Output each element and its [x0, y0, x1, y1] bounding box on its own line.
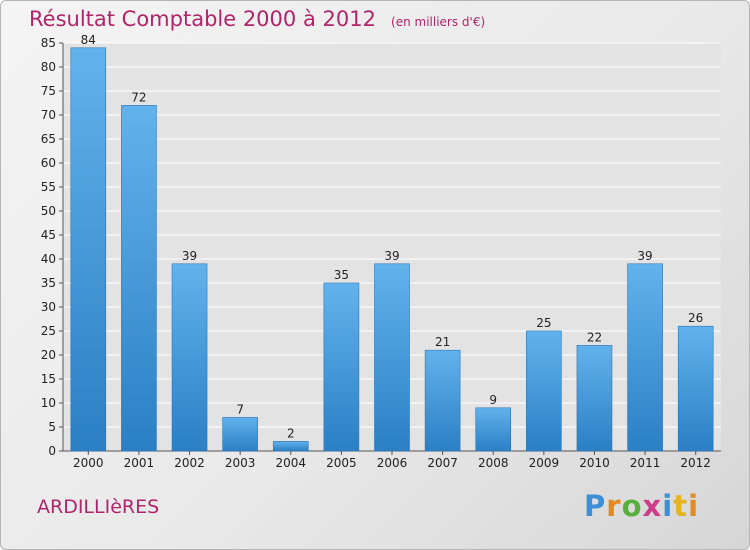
commune-name: ARDILLIèRES — [37, 496, 160, 518]
y-tick-label: 15 — [41, 372, 56, 386]
x-tick-label: 2012 — [680, 456, 711, 470]
logo-letter: o — [621, 489, 643, 523]
bar-value-label: 39 — [637, 249, 652, 263]
bar-2012 — [677, 325, 714, 452]
x-tick-label: 2007 — [427, 456, 458, 470]
logo-letter: x — [642, 489, 663, 523]
x-tick-label: 2002 — [174, 456, 205, 470]
logo-letter: P — [584, 489, 607, 523]
bar-value-label: 72 — [131, 90, 146, 104]
y-tick-label: 10 — [41, 396, 56, 410]
y-tick-label: 20 — [41, 348, 56, 362]
y-tick-label: 65 — [41, 132, 56, 146]
y-tick-label: 5 — [48, 420, 56, 434]
x-tick-label: 2006 — [377, 456, 408, 470]
bar-2011 — [627, 263, 663, 452]
y-tick-label: 0 — [48, 444, 56, 458]
logo-letter: i — [688, 489, 700, 523]
chart-title-text: Résultat Comptable 2000 à 2012 — [29, 7, 376, 31]
y-tick-label: 35 — [41, 276, 56, 290]
bar-2010 — [576, 345, 613, 452]
bar-value-label: 7 — [236, 402, 244, 416]
y-tick-label: 25 — [41, 324, 56, 338]
y-tick-label: 75 — [41, 84, 56, 98]
y-tick-label: 85 — [41, 36, 56, 50]
bar-2001 — [121, 105, 157, 452]
bar-value-label: 84 — [81, 33, 96, 47]
bar-2007 — [424, 349, 461, 452]
y-tick-label: 80 — [41, 60, 56, 74]
bar-2004 — [272, 441, 309, 452]
bar-value-label: 22 — [587, 330, 602, 344]
chart-title: Résultat Comptable 2000 à 2012 (en milli… — [29, 7, 485, 31]
x-tick-label: 2010 — [579, 456, 610, 470]
bar-2005 — [323, 282, 360, 452]
y-tick-label: 30 — [41, 300, 56, 314]
logo-letter: t — [673, 489, 689, 523]
y-tick-label: 70 — [41, 108, 56, 122]
x-tick-label: 2011 — [630, 456, 661, 470]
x-tick-label: 2009 — [529, 456, 560, 470]
y-tick-label: 50 — [41, 204, 56, 218]
x-tick-label: 2000 — [73, 456, 104, 470]
bar-value-label: 39 — [384, 249, 399, 263]
bar-value-label: 39 — [182, 249, 197, 263]
bar-value-label: 25 — [536, 316, 551, 330]
bar-2003 — [222, 417, 258, 452]
x-tick-label: 2001 — [124, 456, 155, 470]
y-tick-label: 55 — [41, 180, 56, 194]
bar-value-label: 26 — [688, 311, 703, 325]
bar-value-label: 9 — [489, 393, 497, 407]
bar-value-label: 21 — [435, 335, 450, 349]
bar-2009 — [526, 330, 562, 452]
chart-unit: (en milliers d'€) — [391, 15, 486, 29]
bar-value-label: 2 — [287, 426, 295, 440]
y-tick-label: 60 — [41, 156, 56, 170]
bar-value-label: 35 — [334, 268, 349, 282]
proxiti-logo[interactable]: Proxiti — [584, 489, 699, 523]
bar-2008 — [475, 407, 512, 452]
x-tick-label: 2005 — [326, 456, 357, 470]
y-tick-label: 40 — [41, 252, 56, 266]
y-tick-label: 45 — [41, 228, 56, 242]
bar-2006 — [374, 263, 410, 452]
bar-2000 — [70, 47, 107, 452]
logo-letter: r — [606, 489, 622, 523]
x-tick-label: 2008 — [478, 456, 509, 470]
logo-letter: i — [662, 489, 674, 523]
x-tick-label: 2004 — [275, 456, 306, 470]
bar-2002 — [171, 263, 208, 452]
x-tick-label: 2003 — [225, 456, 256, 470]
